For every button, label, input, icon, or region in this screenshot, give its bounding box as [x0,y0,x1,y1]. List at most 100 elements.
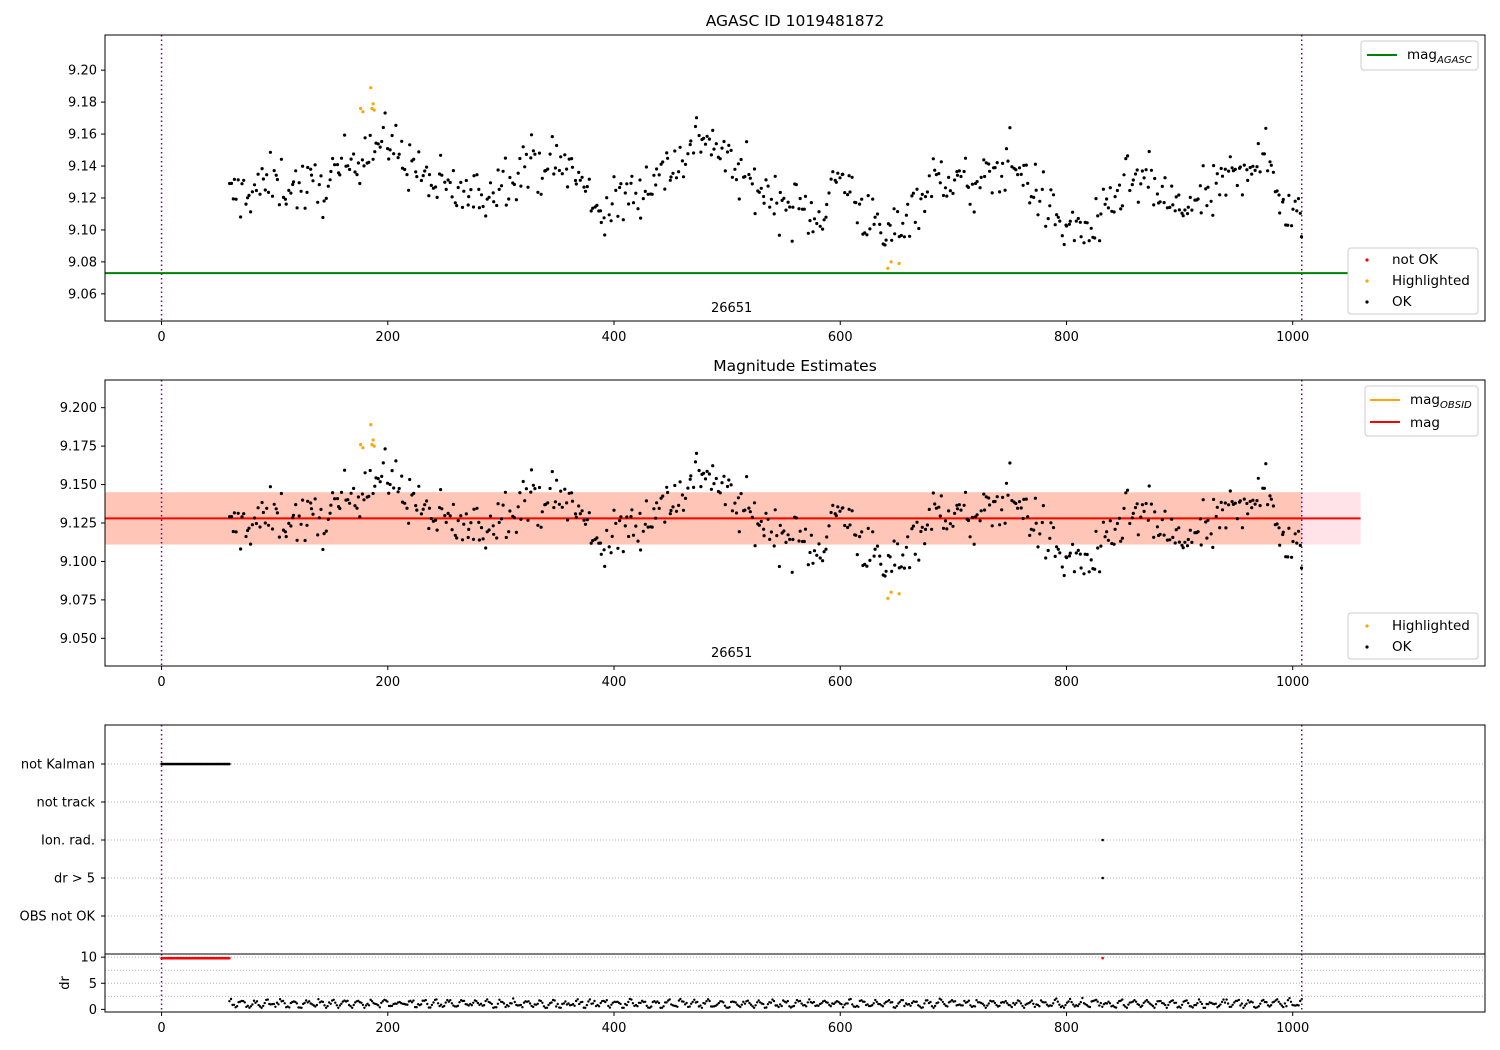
dr-point [334,1001,337,1004]
dr-point [866,1003,869,1006]
data-point [591,539,595,543]
data-point [455,536,459,540]
dr-point [1174,1001,1178,1004]
data-point [279,157,283,161]
data-point [464,512,468,516]
dr-point [228,1000,231,1003]
data-point [578,512,582,516]
dr-point [691,1000,694,1004]
data-point [479,526,484,530]
dr-point [1233,1001,1236,1004]
dr-point [1033,1005,1037,1009]
y-tick-label: 9.06 [68,287,97,302]
data-point [693,460,698,464]
data-point [268,485,272,489]
dr-point [1096,1000,1099,1003]
y-tick-label: 0 [89,1003,97,1018]
dr-point [907,1002,911,1006]
dr-point [323,1004,326,1007]
dr-point [430,1003,434,1007]
data-point [848,523,852,527]
dr-point [961,1004,964,1007]
data-point [904,545,909,549]
dr-point [327,1001,331,1004]
dr-point [1231,1003,1234,1006]
data-point [847,174,851,178]
data-point [1253,168,1257,172]
dr-point [1150,1003,1153,1006]
data-point [603,564,607,569]
data-point [1246,512,1250,516]
data-point [966,518,971,523]
dr-point [940,998,943,1001]
data-point [462,189,466,193]
data-point [242,178,246,182]
dr-point [605,999,608,1002]
data-point [752,167,757,171]
data-point [263,188,267,192]
data-point [1040,187,1044,191]
flag-category-label: Ion. rad. [41,834,95,849]
data-point [773,174,777,178]
data-point [854,201,858,205]
data-point [1058,219,1062,223]
data-point [802,539,806,544]
dr-point [275,1001,279,1004]
dr-point [1053,998,1057,1002]
data-point [1163,176,1167,180]
data-point [883,243,887,247]
data-point [407,521,411,525]
data-point [794,183,798,187]
dr-point [1044,1001,1047,1004]
data-point [1201,498,1205,502]
data-point [390,133,394,138]
dr-point [903,1004,906,1008]
data-point [923,209,927,214]
data-point [329,503,333,507]
data-point [802,207,806,211]
data-point [953,511,957,515]
dr-point [281,999,285,1003]
data-point [1060,565,1064,569]
dr-point [581,1000,584,1004]
data-point [644,499,649,503]
data-point [540,176,544,180]
data-point [806,563,810,567]
data-point [250,523,254,527]
legend2-highlighted-label: Highlighted [1392,618,1470,634]
data-point [1286,555,1290,559]
data-point [727,143,731,147]
dr-point [699,1004,702,1007]
dr-point [252,999,256,1002]
data-point [481,537,485,541]
dr-point [475,1000,478,1003]
data-point [890,238,894,242]
data-point [988,169,992,173]
dr-point [780,1004,783,1008]
data-point [339,156,344,160]
data-point [730,509,735,513]
data-point [757,190,761,194]
data-point [822,218,826,222]
data-point [1196,197,1200,201]
dr-point [898,1000,901,1004]
flag-category-label: not Kalman [21,758,95,773]
data-point [477,538,481,542]
dr-point [351,1006,354,1009]
legend-notok-marker [1365,258,1369,262]
data-point [464,178,468,183]
data-point [975,513,979,517]
data-point [272,169,276,173]
dr-point [1282,1005,1285,1009]
panel2-title: Magnitude Estimates [713,357,877,375]
legend-ok-label: OK [1392,294,1413,310]
dr-point [765,1006,768,1009]
dr-point [502,1002,506,1005]
dr-point [484,999,487,1003]
data-point [948,189,953,193]
data-point [1120,204,1124,208]
data-point [1098,239,1102,243]
data-point [1295,541,1299,545]
data-point [1105,530,1109,534]
